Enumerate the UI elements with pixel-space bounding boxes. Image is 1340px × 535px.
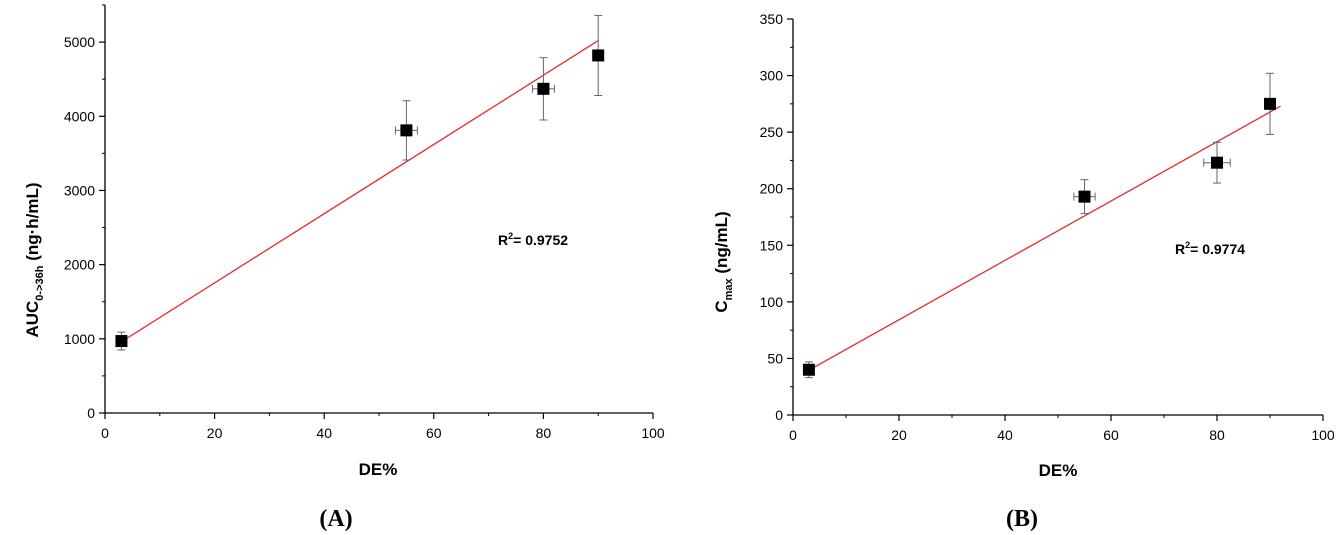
- panel-label-a: (A): [319, 506, 352, 532]
- y-tick-label-a: 5000: [64, 34, 95, 50]
- y-tick-label-a: 3000: [64, 182, 95, 198]
- r2-annotation-b: R2= 0.9774: [1175, 240, 1245, 257]
- x-tick-label-b: 20: [891, 427, 907, 443]
- y-tick-label-b: 300: [760, 68, 784, 84]
- y-axis-title-sub-b: max: [723, 278, 735, 301]
- y-tick-label-b: 150: [760, 237, 784, 253]
- y-tick-label-b: 100: [760, 294, 784, 310]
- data-point-b: [802, 363, 815, 376]
- data-point-b: [1264, 97, 1276, 110]
- x-tick-label-a: 80: [536, 425, 552, 441]
- data-point-b: [1078, 190, 1091, 203]
- x-axis-title-a: DE%: [359, 460, 398, 479]
- y-tick-label-b: 250: [760, 124, 784, 140]
- x-tick-label-a: 100: [641, 425, 665, 441]
- y-tick-label-b: 0: [775, 407, 783, 423]
- y-tick-label-b: 50: [767, 350, 783, 366]
- y-axis-title-unit-a: (ng·h/mL): [23, 182, 42, 265]
- panel-label-b: (B): [1006, 506, 1038, 532]
- x-tick-label-b: 40: [997, 427, 1013, 443]
- chart-panel-b: Cmax (ng/mL) DE% R2= 0.9774 (B) 0 20 40 60 8…: [712, 11, 1335, 532]
- chart-panel-a: AUC0->36h (ng·h/mL) DE% R2= 0.9752 (A) 0…: [23, 4, 665, 532]
- data-point-a: [592, 49, 605, 62]
- y-tick-label-a: 4000: [64, 108, 95, 124]
- data-point-a: [115, 335, 128, 348]
- x-tick-label-a: 60: [426, 425, 442, 441]
- x-tick-label-a: 20: [207, 425, 223, 441]
- x-tick-label-b: 60: [1103, 427, 1119, 443]
- y-tick-label-a: 1000: [64, 331, 95, 347]
- data-point-b: [1211, 156, 1223, 169]
- y-tick-label-a: 2000: [64, 257, 95, 273]
- data-point-a: [537, 82, 550, 95]
- x-tick-label-a: 0: [101, 425, 109, 441]
- y-tick-label-b: 350: [760, 11, 784, 27]
- y-axis-title-a: AUC0->36h (ng·h/mL): [23, 182, 46, 337]
- x-tick-label-b: 100: [1311, 427, 1335, 443]
- x-tick-label-b: 0: [789, 427, 797, 443]
- y-tick-label-b: 200: [760, 181, 784, 197]
- y-tick-label-a: 0: [87, 405, 95, 421]
- y-axis-title-unit-b: (ng/mL): [712, 211, 731, 278]
- r2-annotation-a: R2= 0.9752: [498, 231, 568, 248]
- x-tick-label-a: 40: [316, 425, 332, 441]
- y-axis-title-sub-a: 0->36h: [34, 265, 46, 300]
- fit-line-b: [803, 105, 1281, 374]
- x-tick-label-b: 80: [1209, 427, 1225, 443]
- x-axis-title-b: DE%: [1039, 461, 1078, 480]
- fit-line-a: [121, 40, 599, 343]
- y-axis-title-b: Cmax (ng/mL): [712, 211, 735, 312]
- data-point-a: [400, 124, 413, 137]
